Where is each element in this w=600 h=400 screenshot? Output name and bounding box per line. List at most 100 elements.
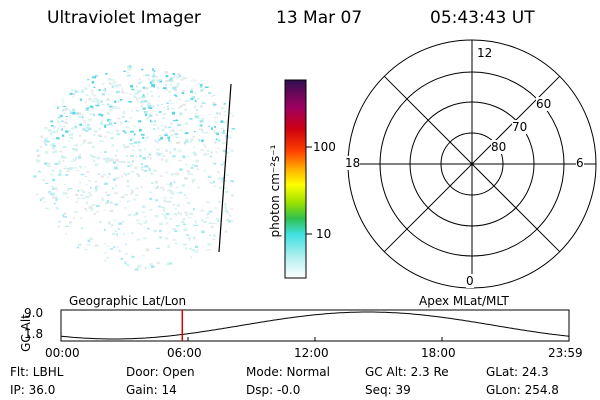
auroral-speckle (158, 80, 163, 83)
auroral-speckle (94, 180, 98, 183)
auroral-speckle (87, 123, 90, 126)
auroral-speckle (194, 100, 197, 103)
auroral-speckle (36, 159, 41, 163)
auroral-speckle (196, 249, 199, 252)
auroral-speckle (155, 199, 158, 202)
auroral-speckle (186, 100, 190, 102)
auroral-speckle (144, 139, 148, 142)
auroral-speckle (166, 183, 171, 185)
auroral-speckle (186, 201, 190, 204)
auroral-speckle (108, 82, 112, 85)
auroral-speckle (68, 109, 71, 111)
auroral-speckle (164, 199, 166, 203)
info-gain: Gain: 14 (126, 383, 177, 397)
auroral-speckle (151, 84, 155, 87)
auroral-speckle (62, 191, 66, 195)
auroral-speckle (45, 151, 49, 154)
auroral-speckle (120, 258, 124, 260)
auroral-speckle (155, 140, 158, 142)
auroral-speckle (189, 173, 194, 175)
auroral-speckle (113, 106, 118, 109)
auroral-speckle (165, 132, 168, 135)
auroral-speckle (130, 155, 134, 157)
auroral-speckle (200, 209, 204, 212)
auroral-speckle (190, 140, 193, 143)
auroral-speckle (145, 136, 149, 139)
auroral-speckle (157, 95, 160, 98)
auroral-speckle (97, 101, 100, 105)
auroral-speckle (231, 149, 234, 152)
auroral-speckle (179, 149, 182, 153)
auroral-speckle (224, 209, 228, 212)
auroral-speckle (110, 137, 114, 139)
auroral-speckle (229, 131, 233, 133)
auroral-speckle (37, 149, 40, 151)
auroral-speckle (96, 210, 99, 213)
auroral-speckle (169, 218, 172, 221)
auroral-speckle (77, 189, 80, 192)
auroral-speckle (139, 81, 143, 84)
auroral-speckle (68, 140, 71, 142)
auroral-speckle (63, 108, 68, 111)
auroral-speckle (121, 115, 125, 118)
auroral-speckle (42, 179, 45, 182)
auroral-speckle (225, 151, 230, 154)
auroral-speckle (153, 229, 157, 233)
auroral-speckle (142, 255, 145, 257)
auroral-speckle (122, 130, 126, 132)
auroral-speckle (105, 73, 108, 75)
colorbar (284, 79, 312, 279)
auroral-speckle (197, 186, 200, 189)
auroral-speckle (210, 155, 212, 158)
auroral-speckle (149, 119, 152, 123)
auroral-speckle (103, 124, 106, 127)
auroral-speckle (91, 89, 94, 92)
auroral-speckle (169, 184, 173, 187)
auroral-speckle (133, 214, 138, 216)
auroral-speckle (99, 221, 102, 224)
auroral-speckle (79, 167, 82, 169)
time-label: 05:43:43 UT (430, 8, 535, 28)
auroral-speckle (205, 216, 209, 219)
auroral-speckle (168, 262, 172, 265)
app-title: Ultraviolet Imager (47, 8, 201, 28)
auroral-speckle (224, 230, 228, 233)
auroral-speckle (82, 117, 85, 120)
auroral-speckle (215, 151, 218, 154)
auroral-speckle (95, 104, 100, 107)
auroral-speckle (127, 74, 131, 77)
auroral-speckle (106, 131, 110, 134)
auroral-speckle (222, 142, 226, 144)
auroral-speckle (114, 246, 119, 248)
auroral-speckle (76, 112, 81, 115)
auroral-speckle (112, 232, 116, 236)
auroral-speckle (65, 122, 68, 124)
auroral-speckle (192, 92, 197, 94)
auroral-speckle (150, 95, 154, 98)
auroral-speckle (105, 202, 109, 205)
auroral-speckle (64, 212, 67, 214)
auroral-speckle (95, 185, 99, 188)
auroral-speckle (65, 225, 69, 227)
auroral-speckle (156, 247, 160, 249)
x-tick-2359: 23:59 (548, 346, 583, 360)
auroral-speckle (145, 74, 150, 77)
auroral-speckle (49, 144, 54, 146)
auroral-speckle (161, 158, 164, 161)
auroral-speckle (213, 185, 216, 187)
auroral-speckle (163, 210, 165, 213)
auroral-speckle (153, 169, 157, 172)
auroral-speckle (126, 161, 131, 164)
auroral-speckle (138, 148, 142, 152)
auroral-speckle (200, 104, 203, 108)
auroral-speckle (142, 94, 145, 97)
auroral-speckle (62, 146, 67, 148)
auroral-speckle (124, 173, 128, 177)
auroral-speckle (89, 194, 93, 197)
auroral-speckle (169, 78, 173, 82)
auroral-speckle (61, 109, 64, 112)
auroral-speckle (154, 146, 156, 148)
auroral-speckle (113, 219, 117, 221)
auroral-speckle (164, 171, 168, 173)
auroral-speckle (124, 120, 128, 123)
